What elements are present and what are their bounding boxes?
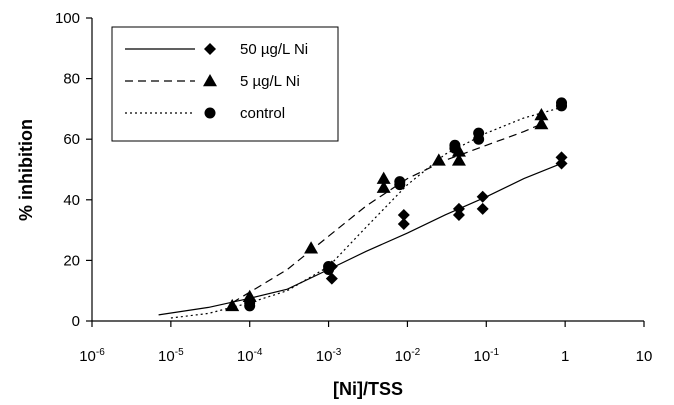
x-tick-label: 10-4: [237, 347, 263, 365]
data-point-triangle: [534, 117, 549, 130]
data-point-circle: [556, 97, 568, 109]
data-point-diamond: [476, 190, 489, 203]
data-point-diamond: [325, 272, 338, 285]
data-point-circle: [323, 260, 335, 272]
y-tick-label: 80: [63, 71, 80, 88]
legend: 50 µg/L Ni 5 µg/L Ni control: [111, 26, 339, 142]
data-point-diamond: [397, 208, 410, 221]
x-tick-label: 10: [636, 348, 653, 365]
data-markers: [225, 97, 568, 312]
data-point-circle: [449, 139, 461, 151]
data-point-triangle: [534, 107, 549, 121]
fit-line-diamond: [158, 162, 562, 316]
data-point-triangle: [304, 241, 319, 254]
data-point-triangle: [376, 171, 391, 184]
x-tick-label: 10-3: [316, 347, 342, 365]
data-point-triangle: [451, 153, 466, 166]
x-tick-label: 1: [561, 348, 569, 365]
y-tick-label: 20: [63, 252, 80, 269]
x-axis-title: [Ni]/TSS: [333, 379, 403, 399]
data-point-diamond: [452, 208, 465, 221]
legend-marker-circle: [204, 107, 216, 119]
legend-box: [111, 26, 339, 142]
data-point-circle: [473, 127, 485, 139]
data-point-circle: [244, 297, 256, 309]
legend-label: control: [240, 105, 285, 122]
y-tick-label: 60: [63, 131, 80, 148]
data-point-diamond: [476, 202, 489, 215]
x-tick-label: 10-6: [79, 347, 105, 365]
data-point-diamond: [555, 157, 568, 170]
x-tick-label: 10-5: [158, 347, 184, 365]
data-point-diamond: [397, 218, 410, 231]
data-point-circle: [394, 176, 406, 188]
y-axis-title: % inhibition: [16, 119, 36, 221]
data-point-triangle: [376, 180, 391, 193]
x-tick-label: 10-2: [395, 347, 421, 365]
data-point-diamond: [555, 151, 568, 164]
data-point-diamond: [452, 202, 465, 215]
x-ticks: 10-6 10-5 10-4 10-3 10-2 10-1 1 10: [79, 321, 652, 365]
y-ticks: 0 20 40 60 80 100: [55, 10, 92, 330]
legend-label: 5 µg/L Ni: [240, 73, 300, 90]
data-point-triangle: [225, 298, 240, 312]
x-tick-label: 10-1: [473, 347, 499, 365]
data-point-triangle: [431, 153, 446, 166]
legend-label: 50 µg/L Ni: [240, 41, 308, 58]
fit-line-triangle: [231, 123, 542, 304]
axes: [91, 18, 644, 322]
y-tick-label: 100: [55, 10, 80, 27]
legend-marker-diamond: [204, 43, 216, 55]
y-tick-label: 40: [63, 192, 80, 209]
y-tick-label: 0: [72, 313, 80, 330]
legend-marker-triangle: [203, 74, 217, 87]
